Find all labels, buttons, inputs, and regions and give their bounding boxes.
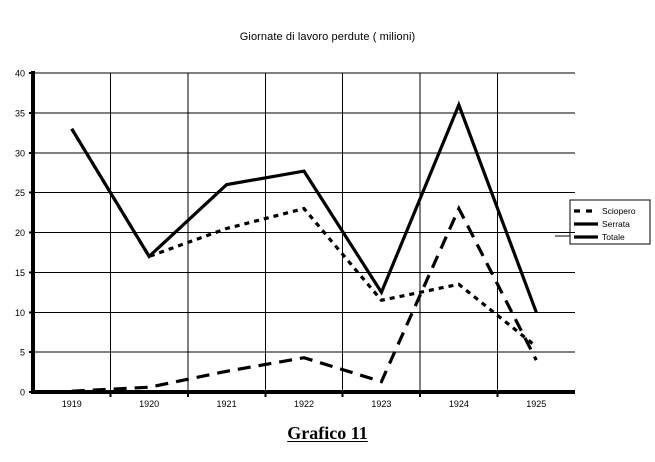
svg-text:1924: 1924	[449, 399, 469, 409]
legend-label-sciopero: Sciopero	[602, 206, 636, 216]
series-line-serrata	[71, 204, 538, 393]
chart-title: Giornate di lavoro perdute ( milioni)	[239, 31, 416, 43]
horizontal-gridlines	[33, 72, 575, 353]
svg-text:10: 10	[15, 308, 25, 318]
svg-text:0: 0	[20, 388, 25, 398]
svg-text:1925: 1925	[526, 399, 546, 409]
svg-text:1923: 1923	[371, 399, 391, 409]
legend-label-totale: Totale	[602, 232, 625, 242]
svg-text:40: 40	[15, 69, 25, 79]
svg-text:1922: 1922	[294, 399, 314, 409]
series-line-sciopero	[70, 127, 538, 348]
y-axis	[29, 71, 35, 393]
svg-text:20: 20	[15, 228, 25, 238]
chart-caption-text: Grafico 11	[287, 423, 368, 443]
chart-legend: Sciopero Serrata Totale	[555, 199, 651, 245]
svg-text:15: 15	[15, 268, 25, 278]
svg-text:1921: 1921	[217, 399, 237, 409]
chart-caption: Grafico 11	[0, 423, 655, 444]
series-line-totale	[70, 100, 538, 313]
svg-text:25: 25	[15, 188, 25, 198]
svg-text:5: 5	[20, 348, 25, 358]
x-axis	[31, 390, 575, 397]
svg-text:35: 35	[15, 108, 25, 118]
svg-text:30: 30	[15, 148, 25, 158]
legend-label-serrata: Serrata	[602, 219, 630, 229]
data-series-group	[70, 100, 538, 393]
svg-text:1920: 1920	[139, 399, 159, 409]
svg-text:1919: 1919	[62, 399, 82, 409]
x-axis-tick-labels: 1919 1920 1921 1922 1923 1924 1925	[62, 399, 547, 409]
y-axis-tick-labels: 0 5 10 15 20 25 30 35 40	[15, 69, 25, 398]
